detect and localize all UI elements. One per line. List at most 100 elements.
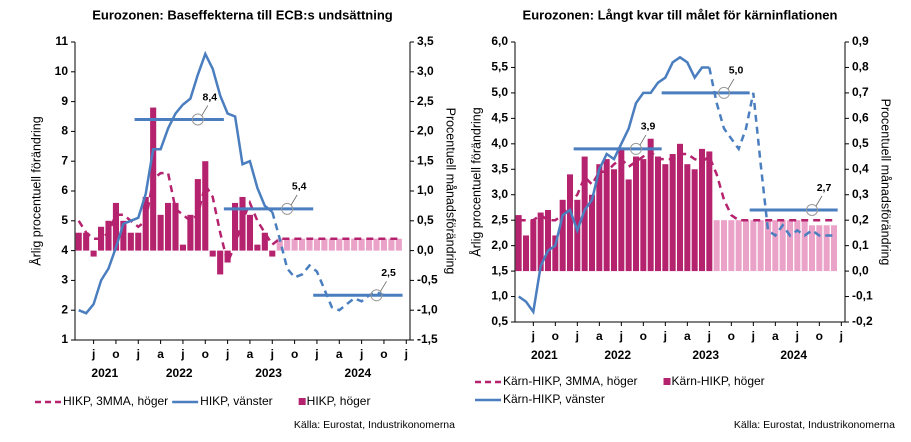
forecast-bar [808,225,816,272]
bar [610,169,618,272]
annual-mean-label: 3,9 [641,121,656,133]
bar [165,202,172,251]
bar [596,164,603,272]
forecast-bar [351,238,358,251]
y-tick-label: 5,0 [491,85,508,99]
legend-label: HIKP, vänster [200,394,272,408]
forecast-bar [388,238,395,251]
forecast-bar [720,220,728,272]
forecast-bar [276,238,283,251]
y-tick-label: 4,0 [491,136,508,150]
bar [581,156,588,272]
y2-tick-label: 2,5 [417,94,434,108]
legend-label: Kärn-HIKP, 3MMA, höger [503,374,638,388]
chart-title: Eurozonen: Baseffekterna till ECB:s unds… [92,7,393,22]
y2-tick-label: -1,5 [417,332,438,346]
year-label: 2023 [255,366,282,380]
legend-label: HIKP, höger [307,394,371,408]
x-tick-label: j [839,329,843,343]
legend-swatch [663,378,671,385]
x-tick-label: j [359,347,363,361]
annual-mean-marker [806,204,818,216]
bar [98,226,105,251]
annual-mean-leader [201,105,209,116]
bar [647,138,654,272]
x-tick-label: o [552,329,559,343]
forecast-bar [786,220,794,272]
bar [676,143,684,272]
bar [90,250,97,257]
source: Källa: Eurostat, Industrikonomerna [734,419,895,431]
y-tick-label: 6 [61,183,68,197]
y2-tick-label: 0,2 [852,212,869,226]
forecast-bar [306,238,313,251]
x-tick-label: j [751,329,755,343]
y-tick-label: 3 [61,273,68,287]
forecast-bar [713,220,720,272]
x-tick-label: j [707,329,711,343]
annual-mean-marker [630,142,642,155]
annual-mean-marker [718,86,730,99]
y2-tick-label: 0,0 [852,263,869,277]
bar [135,232,142,251]
y-axis-label: Årlig procentuell förändring [28,116,43,265]
x-tick-label: o [291,347,298,361]
x-tick-label: j [225,347,229,361]
annual-mean-marker [191,113,204,126]
y2-tick-label: -0,1 [852,289,873,303]
y2-tick-label: 0,7 [852,85,869,99]
bar [632,156,640,272]
y2-axis-label: Procentuell månadsförändring [879,99,893,266]
annual-mean-label: 2,5 [381,267,396,279]
x-tick-label: j [663,329,667,343]
forecast-bar [395,238,402,251]
legend-label: Kärn-HIKP, vänster [503,392,605,406]
y-tick-label: 4,5 [491,111,508,125]
bar [202,161,209,251]
line [78,50,274,315]
y2-tick-label: 3,0 [417,64,434,78]
y2-tick-label: 0,6 [852,111,869,125]
forecast-bar [830,225,838,272]
y2-tick-label: -1,0 [417,302,438,316]
bar [254,244,261,251]
x-tick-label: j [619,329,623,343]
legend-label: Kärn-HIKP, höger [672,374,765,388]
forecast-bar [358,238,365,251]
annual-mean-leader [290,194,298,206]
y-tick-label: 11 [55,34,68,48]
forecast-bar [299,238,306,251]
year-label: 2024 [345,366,372,380]
bar [232,202,239,251]
y2-tick-label: 0,8 [852,60,869,74]
bar [618,148,625,272]
x-tick-label: o [728,329,735,343]
annual-mean-marker [281,202,294,215]
x-tick-label: j [531,329,535,343]
x-tick-label: o [202,347,209,361]
year-label: 2021 [531,348,558,362]
y2-tick-label: 0,9 [852,34,869,48]
y-tick-label: 2,5 [491,212,508,226]
bar [684,164,691,272]
annual-mean-leader [815,195,823,207]
x-tick-label: a [596,329,603,343]
x-tick-label: o [816,329,823,343]
x-tick-label: j [795,329,799,343]
annual-mean-label: 8,4 [203,91,218,103]
y2-tick-label: 2,0 [417,124,434,138]
y2-tick-label: 3,5 [417,34,434,48]
x-tick-label: j [180,347,184,361]
bar [120,220,127,251]
y2-tick-label: 0,5 [852,136,869,150]
annual-mean-label: 5,4 [292,181,307,193]
bar [157,214,164,251]
bar [522,235,530,272]
forecast-line [708,67,834,238]
bar [552,235,559,272]
y2-tick-label: 0,5 [417,213,434,227]
chart-title: Eurozonen: Långt kvar till målet för kär… [523,7,838,22]
bar [83,232,90,251]
x-tick-label: j [270,347,274,361]
